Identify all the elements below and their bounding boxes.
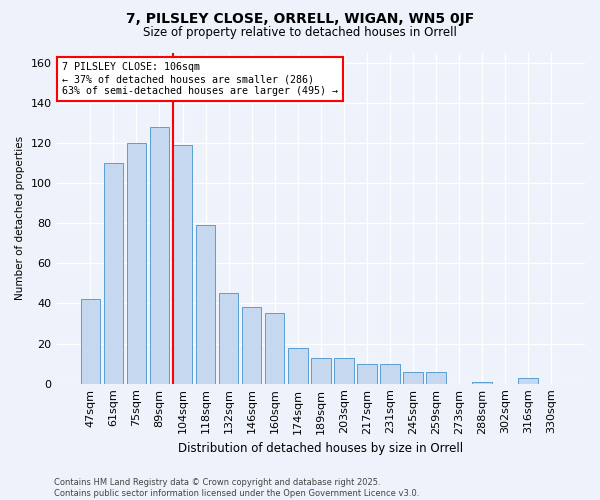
Bar — [426, 372, 446, 384]
Bar — [311, 358, 331, 384]
Bar — [80, 300, 100, 384]
Text: 7 PILSLEY CLOSE: 106sqm
← 37% of detached houses are smaller (286)
63% of semi-d: 7 PILSLEY CLOSE: 106sqm ← 37% of detache… — [62, 62, 338, 96]
Bar — [219, 294, 238, 384]
Bar — [149, 127, 169, 384]
Bar — [472, 382, 492, 384]
X-axis label: Distribution of detached houses by size in Orrell: Distribution of detached houses by size … — [178, 442, 463, 455]
Bar — [518, 378, 538, 384]
Bar — [196, 225, 215, 384]
Bar — [173, 145, 193, 384]
Bar — [104, 163, 123, 384]
Bar — [288, 348, 308, 384]
Bar — [265, 314, 284, 384]
Text: 7, PILSLEY CLOSE, ORRELL, WIGAN, WN5 0JF: 7, PILSLEY CLOSE, ORRELL, WIGAN, WN5 0JF — [126, 12, 474, 26]
Bar — [357, 364, 377, 384]
Y-axis label: Number of detached properties: Number of detached properties — [15, 136, 25, 300]
Bar — [380, 364, 400, 384]
Bar — [334, 358, 353, 384]
Text: Contains HM Land Registry data © Crown copyright and database right 2025.
Contai: Contains HM Land Registry data © Crown c… — [54, 478, 419, 498]
Bar — [242, 308, 262, 384]
Bar — [403, 372, 423, 384]
Text: Size of property relative to detached houses in Orrell: Size of property relative to detached ho… — [143, 26, 457, 39]
Bar — [127, 143, 146, 384]
